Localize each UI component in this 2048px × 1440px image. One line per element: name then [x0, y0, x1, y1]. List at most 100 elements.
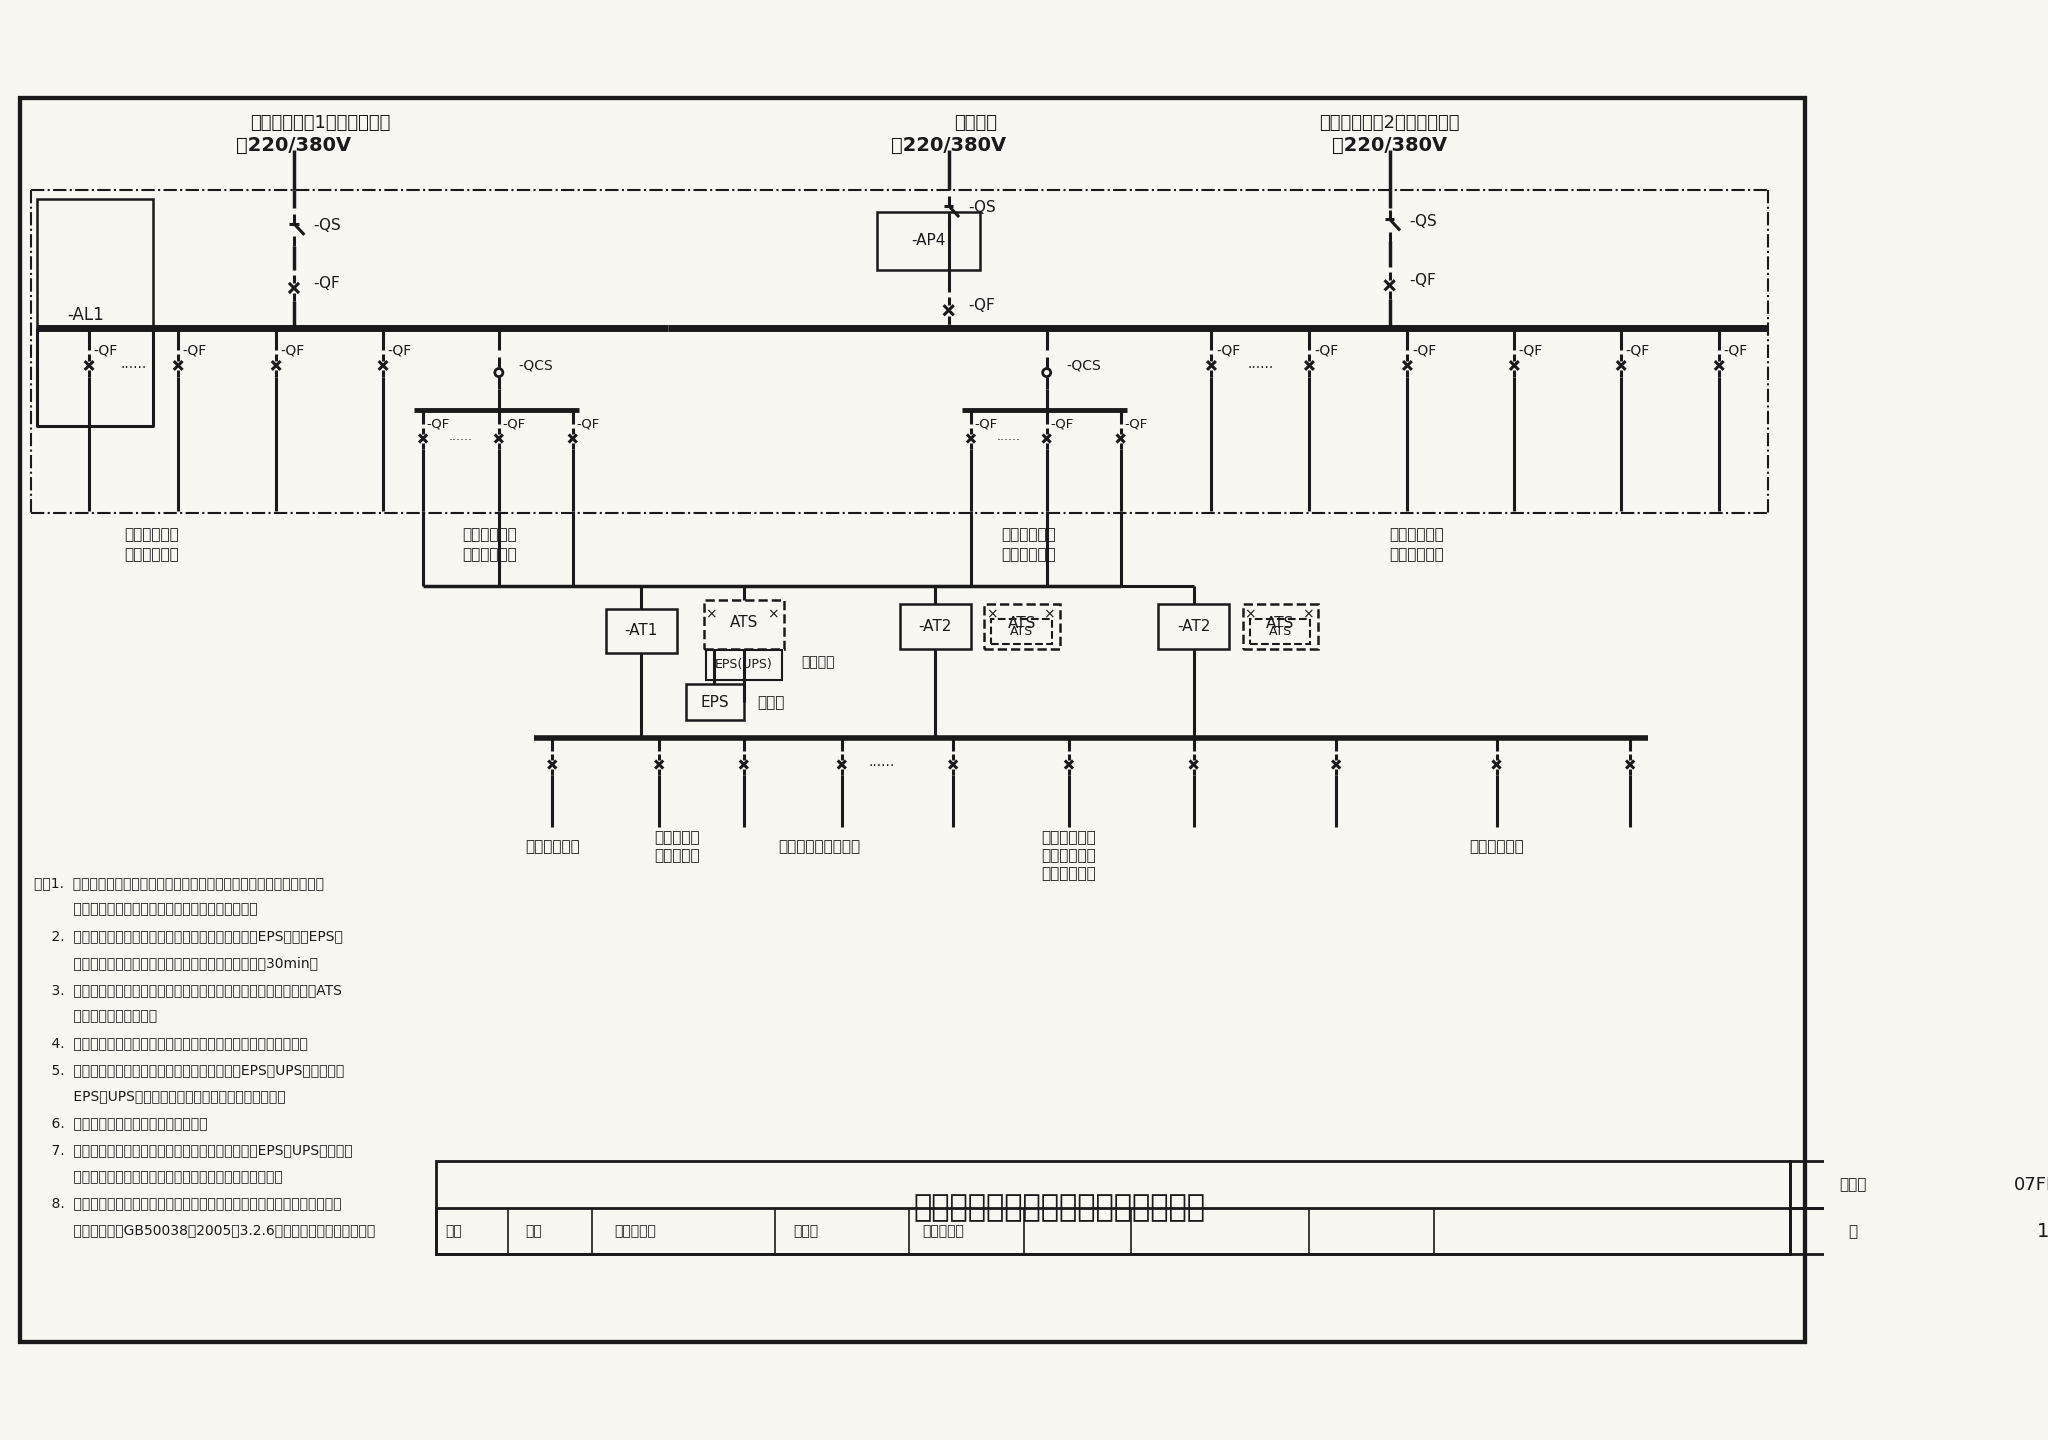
Text: 战时及平时: 战时及平时	[653, 829, 700, 845]
Text: ～220/380V: ～220/380V	[236, 135, 352, 156]
Text: 孙兰: 孙兰	[526, 1224, 543, 1238]
Text: -QF: -QF	[1409, 274, 1436, 288]
Text: 6.  战时应急照明宜利用平时应急照明．: 6. 战时应急照明宜利用平时应急照明．	[35, 1116, 207, 1130]
Text: -QS: -QS	[313, 217, 342, 233]
Text: ～220/380V: ～220/380V	[1331, 135, 1448, 156]
Bar	[686, 684, 743, 720]
Text: 平时照明负荷: 平时照明负荷	[125, 547, 178, 562]
Text: ×: ×	[1243, 608, 1255, 622]
Text: 战时一级负荷: 战时一级负荷	[524, 840, 580, 854]
Text: 战时三级负荷: 战时三级负荷	[125, 527, 178, 543]
Text: -QF: -QF	[182, 343, 207, 357]
Text: 5.  战时电源由区域电源供电，战时一级负荷增加EPS或UPS备用．战时: 5. 战时电源由区域电源供电，战时一级负荷增加EPS或UPS备用．战时	[35, 1063, 344, 1077]
Text: 电力系统电源2（动力电源）: 电力系统电源2（动力电源）	[1319, 114, 1460, 132]
Text: -QF: -QF	[1724, 343, 1747, 357]
Text: 4.  消防专用供电回路数可根据工程的实际情况，由设计人员确定．: 4. 消防专用供电回路数可根据工程的实际情况，由设计人员确定．	[35, 1037, 307, 1050]
Text: -QF: -QF	[575, 418, 600, 431]
Bar	[436, 1208, 1790, 1254]
Text: 区域电源: 区域电源	[954, 114, 997, 132]
Text: -AT2: -AT2	[1178, 619, 1210, 634]
Text: 审核: 审核	[444, 1224, 463, 1238]
Text: 电力系统电源1（照明电源）: 电力系统电源1（照明电源）	[250, 114, 391, 132]
Text: ATS: ATS	[1268, 625, 1292, 638]
Text: 消防用电设备: 消防用电设备	[1468, 840, 1524, 854]
Text: -QF: -QF	[426, 418, 451, 431]
Text: 战时安装: 战时安装	[801, 655, 836, 670]
Text: -QF: -QF	[1315, 343, 1337, 357]
Text: 专记记: 专记记	[793, 1224, 817, 1238]
Text: -QF: -QF	[1626, 343, 1651, 357]
Text: -QF: -QF	[1051, 418, 1073, 431]
Bar	[1790, 1208, 1915, 1254]
Text: 07FD01: 07FD01	[2013, 1176, 2048, 1194]
Text: ATS: ATS	[1010, 625, 1034, 638]
Text: ......: ......	[997, 431, 1020, 444]
Text: 8.  本方案适用于只有一个防护单元或可不划分防护单元（见《人民防空地下: 8. 本方案适用于只有一个防护单元或可不划分防护单元（见《人民防空地下	[35, 1197, 342, 1211]
Text: 用的动力负荷: 用的动力负荷	[1042, 865, 1096, 881]
Text: -QF: -QF	[387, 343, 412, 357]
Text: -QF: -QF	[502, 418, 526, 431]
Text: （照明负荷）: （照明负荷）	[463, 547, 518, 562]
Text: 设计徐学民: 设计徐学民	[922, 1224, 965, 1238]
Text: 平时、消防均: 平时、消防均	[1042, 848, 1096, 863]
Text: -QF: -QF	[975, 418, 997, 431]
Text: -QF: -QF	[969, 298, 995, 314]
Bar	[1790, 1161, 1915, 1208]
Text: -QCS: -QCS	[1067, 359, 1102, 373]
Text: ×: ×	[1044, 608, 1055, 622]
Text: （动力负荷）: （动力负荷）	[1001, 547, 1057, 562]
Text: ATS: ATS	[1266, 616, 1294, 631]
Text: EPS（UPS）装置可临战安装，平时预留安装位置．: EPS（UPS）装置可临战安装，平时预留安装位置．	[35, 1090, 285, 1103]
Bar	[1157, 605, 1229, 649]
Text: ×: ×	[985, 608, 997, 622]
Text: 注：1.  平时负荷由室外配变电所两路电力系统电源供电，照明、动力可分别: 注：1. 平时负荷由室外配变电所两路电力系统电源供电，照明、动力可分别	[35, 876, 324, 890]
Text: 战时二级负荷: 战时二级负荷	[1042, 829, 1096, 845]
Bar	[985, 605, 1061, 649]
Text: -QF: -QF	[1411, 343, 1436, 357]
Text: ×: ×	[768, 608, 778, 622]
Bar	[899, 605, 971, 649]
Text: -AT2: -AT2	[920, 619, 952, 634]
Text: 10: 10	[2036, 1221, 2048, 1241]
Bar	[705, 599, 784, 649]
Text: -QF: -QF	[281, 343, 305, 357]
Text: ATS: ATS	[1008, 616, 1036, 631]
Text: 一个防护单元供电系统示意图（二）: 一个防护单元供电系统示意图（二）	[913, 1192, 1206, 1221]
Text: 2.  根据当地消防部门的要求，平时火灾疏散标志灯由EPS供电．EPS可: 2. 根据当地消防部门的要求，平时火灾疏散标志灯由EPS供电．EPS可	[35, 929, 342, 943]
Text: 选型由工程设计确定．: 选型由工程设计确定．	[35, 1009, 158, 1024]
Text: 3.  消防用电设备及应急照明的供配电，应满足相关消防规范的要求，ATS: 3. 消防用电设备及应急照明的供配电，应满足相关消防规范的要求，ATS	[35, 982, 342, 996]
Text: -QF: -QF	[313, 276, 340, 291]
Text: 战时二级负荷: 战时二级负荷	[463, 527, 518, 543]
Text: ×: ×	[1303, 608, 1313, 622]
Bar	[1915, 1161, 2048, 1208]
Text: 战时三级负荷: 战时三级负荷	[1389, 527, 1444, 543]
Bar	[705, 649, 782, 680]
Bar	[1249, 619, 1311, 644]
Text: 集中设置，也可随灯具设置，其连续供电时间不小于30min．: 集中设置，也可随灯具设置，其连续供电时间不小于30min．	[35, 956, 317, 971]
Text: 图集号: 图集号	[1839, 1178, 1866, 1192]
Text: ×: ×	[705, 608, 717, 622]
Text: 校对李立晚: 校对李立晚	[614, 1224, 657, 1238]
Text: -QF: -QF	[1217, 343, 1241, 357]
Text: 疏散标志灯: 疏散标志灯	[653, 848, 700, 863]
Text: 战时及平时应急照明: 战时及平时应急照明	[778, 840, 860, 854]
Text: 战时二级负荷: 战时二级负荷	[1001, 527, 1057, 543]
Text: EPS: EPS	[700, 694, 729, 710]
Text: 页: 页	[1847, 1224, 1858, 1238]
Text: ......: ......	[121, 357, 147, 370]
Bar	[606, 609, 678, 654]
Text: EPS(UPS): EPS(UPS)	[715, 658, 772, 671]
Text: -AP4: -AP4	[911, 233, 946, 248]
Bar	[991, 619, 1053, 644]
Text: 平时用: 平时用	[758, 694, 784, 710]
Bar	[1915, 1208, 2048, 1254]
Bar	[37, 199, 154, 426]
Text: -QF: -QF	[1124, 418, 1147, 431]
Text: -QS: -QS	[1409, 213, 1438, 229]
Text: 7.  战时电源由自备电源供电时，战时一级负荷不增加EPS或UPS备用．战: 7. 战时电源由自备电源供电时，战时一级负荷不增加EPS或UPS备用．战	[35, 1143, 352, 1158]
Text: ......: ......	[449, 431, 473, 444]
Text: 室设计规范》GB50038－2005第3.2.6条款）的防空地下室工程．: 室设计规范》GB50038－2005第3.2.6条款）的防空地下室工程．	[35, 1224, 375, 1237]
Bar	[436, 1161, 1790, 1254]
Text: ......: ......	[868, 755, 895, 769]
Bar	[1243, 605, 1319, 649]
